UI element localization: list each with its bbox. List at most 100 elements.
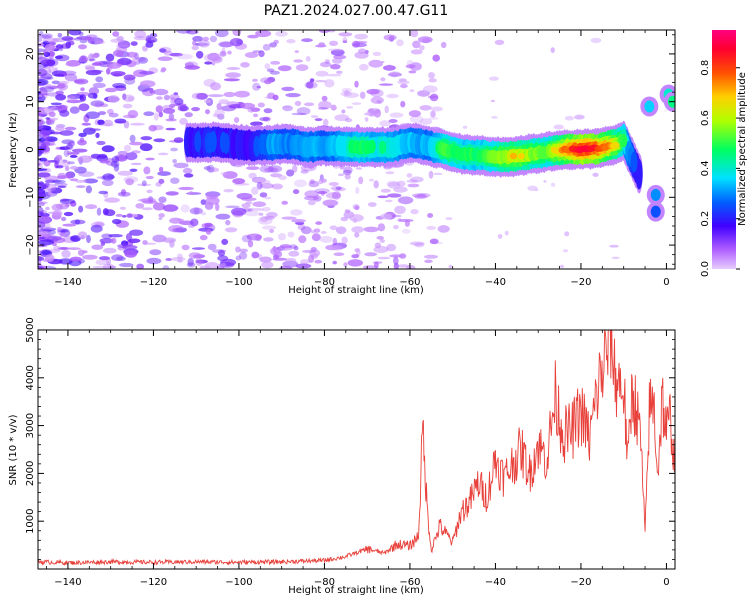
- noise-blob: [67, 141, 76, 147]
- noise-blob: [300, 226, 312, 235]
- x-tick-label: −20: [570, 577, 591, 588]
- noise-blob: [85, 204, 98, 210]
- noise-blob: [67, 161, 75, 165]
- spectrogram-xlabel: Height of straight line (km): [288, 285, 424, 296]
- noise-blob: [94, 40, 105, 44]
- noise-blob: [216, 103, 222, 111]
- noise-blob: [125, 178, 135, 186]
- noise-blob: [422, 85, 438, 93]
- noise-blob: [104, 197, 120, 203]
- noise-blob: [136, 263, 145, 269]
- noise-blob: [440, 41, 447, 49]
- noise-blob: [257, 102, 265, 108]
- noise-blob: [217, 265, 223, 269]
- noise-blob: [47, 119, 56, 123]
- noise-blob: [279, 265, 292, 269]
- noise-blob: [218, 41, 234, 48]
- noise-blob: [192, 247, 205, 250]
- noise-blob: [62, 223, 77, 227]
- noise-blob: [48, 51, 56, 57]
- noise-blob: [141, 180, 147, 187]
- y-tick-label: −20: [25, 235, 36, 256]
- snr-series-line: [38, 330, 675, 566]
- noise-blob: [256, 181, 263, 190]
- noise-blob: [90, 40, 95, 44]
- noise-blob: [359, 91, 366, 100]
- noise-blob: [75, 180, 87, 183]
- noise-blob: [314, 80, 327, 83]
- colorbar-tick-label: 0.0: [700, 261, 711, 277]
- noise-blob: [504, 230, 509, 236]
- x-tick-label: −140: [54, 577, 81, 588]
- noise-blob: [315, 221, 323, 225]
- noise-blob: [301, 249, 317, 253]
- noise-blob: [153, 138, 166, 143]
- noise-blob: [414, 194, 428, 199]
- noise-blob: [229, 38, 243, 47]
- noise-blob: [69, 165, 79, 170]
- noise-blob: [321, 95, 328, 102]
- noise-blob: [373, 180, 379, 189]
- noise-blob: [317, 191, 328, 195]
- noise-blob: [285, 93, 301, 98]
- noise-blob: [61, 249, 71, 258]
- noise-blob: [79, 55, 89, 63]
- noise-blob: [67, 150, 72, 155]
- noise-blob: [296, 107, 311, 116]
- noise-blob: [115, 213, 123, 217]
- noise-blob: [146, 189, 153, 194]
- noise-blob: [258, 212, 264, 216]
- snr-ticks: −140 −120 −100 −80 −60 −40 −20 0 1000 2000 3000 400…: [25, 317, 675, 588]
- noise-blob: [148, 124, 157, 132]
- ridge-segment: [209, 130, 217, 152]
- noise-blob: [428, 78, 437, 83]
- x-tick-label: −80: [314, 277, 335, 288]
- y-tick-label: 2000: [25, 461, 36, 486]
- noise-blob: [117, 170, 133, 176]
- noise-blob: [562, 249, 569, 253]
- noise-blob: [240, 102, 256, 110]
- noise-blob: [69, 178, 79, 182]
- noise-blob: [376, 236, 384, 240]
- noise-blob: [397, 80, 410, 85]
- noise-blob: [409, 62, 422, 71]
- noise-blob: [534, 188, 539, 191]
- noise-blob: [410, 30, 419, 38]
- ridge-segment: [630, 151, 638, 173]
- noise-blob: [196, 92, 208, 100]
- noise-blob: [54, 182, 68, 187]
- noise-blob: [215, 202, 220, 212]
- noise-blob: [142, 240, 148, 245]
- noise-blob: [86, 234, 91, 244]
- noise-blob: [105, 158, 118, 166]
- noise-blob: [160, 69, 166, 73]
- x-tick-label: −20: [570, 277, 591, 288]
- noise-blob: [78, 171, 95, 177]
- noise-blob: [139, 80, 156, 88]
- noise-blob: [57, 83, 66, 89]
- noise-blob: [69, 256, 82, 262]
- noise-blob: [236, 39, 243, 45]
- noise-blob: [239, 251, 248, 260]
- noise-blob: [66, 172, 72, 180]
- noise-blob: [119, 262, 134, 268]
- late-feature-core: [644, 100, 655, 113]
- noise-blob: [269, 42, 277, 48]
- noise-blob: [204, 222, 213, 228]
- noise-blob: [306, 81, 314, 89]
- noise-blob: [385, 199, 393, 203]
- noise-blob: [54, 55, 64, 59]
- noise-blob: [38, 202, 45, 207]
- noise-blob: [429, 238, 439, 245]
- noise-blob: [386, 64, 393, 70]
- noise-blob: [228, 104, 245, 109]
- noise-blob: [178, 186, 195, 191]
- noise-blob: [491, 116, 498, 119]
- noise-blob: [48, 111, 56, 117]
- noise-blob: [163, 50, 173, 56]
- noise-blob: [132, 56, 146, 62]
- noise-blob: [94, 221, 104, 225]
- noise-blob: [314, 118, 323, 122]
- noise-blob: [79, 95, 85, 101]
- noise-blob: [78, 132, 87, 137]
